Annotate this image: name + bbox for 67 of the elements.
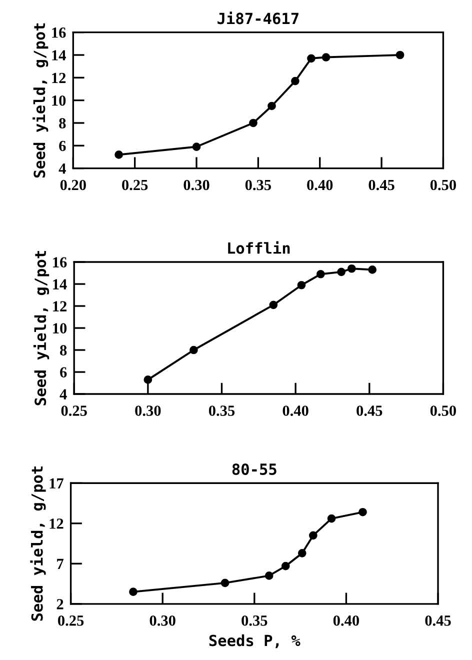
point (269, 300, 278, 310)
point (316, 270, 325, 278)
x-tick-label: 0.45 (356, 406, 382, 416)
point (291, 76, 300, 86)
point (327, 514, 336, 523)
point (129, 588, 138, 596)
y-tick-label: 6 (59, 140, 66, 152)
point (192, 142, 201, 151)
y-tick-label: 8 (60, 345, 67, 356)
x-tick-label: 0.45 (425, 615, 451, 626)
y-axis-title: Seed yield, g/pot (30, 466, 46, 621)
y-tick-label: 17 (50, 478, 64, 488)
y-tick-label: 10 (53, 323, 67, 334)
x-tick-label: 0.30 (184, 180, 210, 190)
y-tick-label: 16 (53, 257, 67, 268)
point (368, 266, 377, 274)
y-tick-label: 16 (52, 28, 66, 38)
point (307, 54, 316, 63)
y-tick-label: 14 (52, 50, 66, 60)
x-tick-label: 0.30 (135, 406, 161, 416)
point (308, 531, 318, 540)
x-tick-label: 0.45 (368, 180, 394, 190)
point (348, 264, 356, 273)
x-tick-label: 0.35 (242, 615, 268, 626)
x-tick-label: 0.35 (208, 406, 235, 416)
y-tick-label: 6 (60, 367, 67, 378)
y-axis-title: Seed yield, g/pot (34, 251, 50, 406)
y-tick-label: 2 (56, 599, 64, 610)
x-tick-label: 0.25 (58, 615, 84, 626)
point (396, 50, 404, 60)
chart-title: Ji87-4617 (218, 12, 298, 24)
y-tick-label: 7 (57, 558, 64, 569)
chart-title: 80-55 (232, 463, 276, 476)
point (249, 118, 258, 128)
point (298, 549, 306, 558)
x-tick-label: 0.20 (60, 180, 86, 190)
x-tick-label: 0.40 (282, 406, 308, 416)
y-tick-label: 8 (59, 118, 66, 128)
point (144, 376, 152, 384)
x-tick-label: 0.40 (333, 615, 359, 626)
y-tick-label: 4 (60, 389, 67, 400)
point (114, 150, 123, 159)
chart-title: Lofflin (228, 241, 290, 254)
y-tick-label: 4 (58, 164, 66, 174)
y-tick-label: 10 (52, 95, 66, 106)
x-tick-label: 0.35 (245, 180, 271, 190)
x-axis-title: Seeds P, % (209, 634, 300, 648)
point (322, 53, 330, 62)
x-tick-label: 0.25 (61, 406, 87, 416)
point (337, 268, 346, 276)
x-tick-label: 0.40 (307, 180, 333, 190)
y-tick-label: 12 (50, 518, 64, 529)
point (358, 508, 367, 516)
point (297, 280, 306, 290)
x-tick-label: 0.30 (150, 615, 176, 626)
y-axis-title: Seed yield, g/pot (32, 23, 48, 178)
point (268, 102, 276, 110)
point (281, 562, 290, 570)
y-tick-label: 12 (53, 301, 67, 312)
point (190, 346, 198, 354)
x-tick-label: 0.50 (430, 406, 456, 416)
point (220, 578, 230, 588)
x-tick-label: 0.50 (430, 180, 456, 190)
y-tick-label: 12 (52, 72, 66, 83)
x-tick-label: 0.25 (122, 180, 148, 190)
point (264, 572, 274, 580)
y-tick-label: 14 (53, 279, 67, 290)
